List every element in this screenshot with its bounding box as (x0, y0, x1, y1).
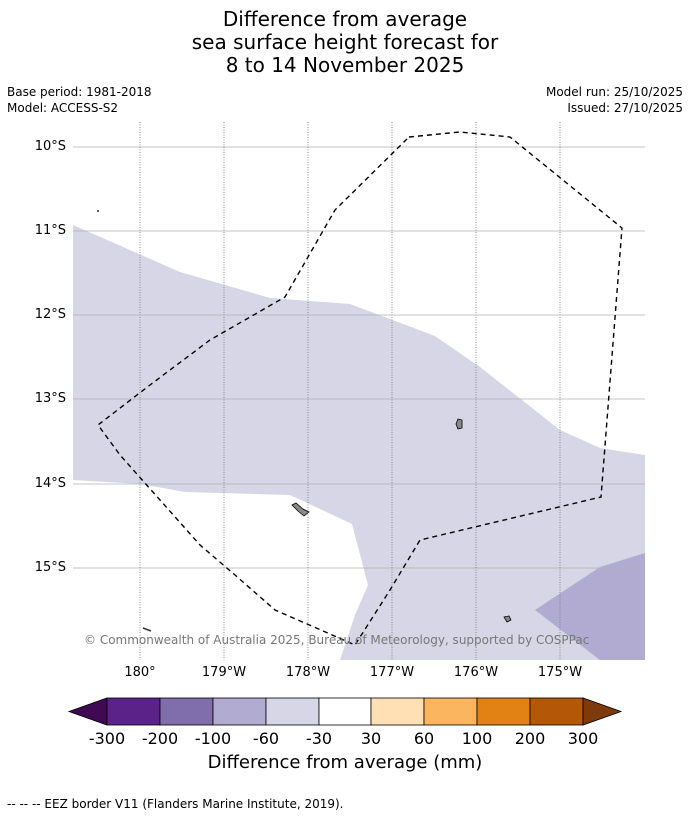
colorbar-arrow-left (67, 697, 108, 726)
lat-label-10s: 10°S (34, 139, 66, 154)
lat-gridlines (73, 146, 645, 569)
colorbar-title: Difference from average (mm) (207, 752, 483, 773)
colorbar-swatch-5 (318, 697, 372, 726)
colorbar-swatch-7 (423, 697, 478, 726)
colorbar-swatch-3 (212, 697, 267, 726)
island-tutuila-west (291, 502, 310, 517)
island-small-west (142, 627, 152, 632)
colorbar-tick-label: 60 (413, 729, 435, 748)
island-dot (97, 210, 99, 212)
colorbar-tick-label: -30 (305, 729, 333, 748)
meta-right: Model run: 25/10/2025 Issued: 27/10/2025 (546, 84, 683, 116)
lat-label-12s: 12°S (34, 307, 66, 322)
colorbar-tick-label: 30 (360, 729, 382, 748)
island-small-east (503, 615, 512, 623)
colorbar-swatch-9 (529, 697, 584, 726)
anomaly-region-medium (535, 553, 645, 660)
lon-gridlines (139, 122, 561, 660)
colorbar-swatch-1 (106, 697, 161, 726)
lon-label-176w: 176°W (453, 665, 499, 680)
lon-label-177w: 177°W (369, 665, 415, 680)
copyright-notice: © Commonwealth of Australia 2025, Bureau… (84, 633, 590, 647)
title-line-1: Difference from average (222, 7, 468, 31)
meta-left: Base period: 1981-2018 Model: ACCESS-S2 (7, 84, 152, 116)
colorbar-arrow-right (582, 697, 623, 726)
lon-label-175w: 175°W (537, 665, 583, 680)
lon-label-179w: 179°W (201, 665, 247, 680)
model-name: Model: ACCESS-S2 (7, 101, 119, 115)
model-run: Model run: 25/10/2025 (545, 85, 683, 99)
map (73, 122, 645, 660)
base-period: Base period: 1981-2018 (7, 85, 152, 99)
colorbar-tick-label: 300 (567, 729, 599, 748)
colorbar (67, 697, 623, 726)
chart-title: Difference from average sea surface heig… (0, 8, 690, 77)
issued-date: Issued: 27/10/2025 (567, 101, 683, 115)
lat-label-11s: 11°S (34, 223, 66, 238)
colorbar-swatch-4 (265, 697, 320, 726)
colorbar-tick-label: -300 (88, 729, 126, 748)
anomaly-region-light (73, 225, 645, 660)
colorbar-swatch-6 (370, 697, 425, 726)
lat-label-14s: 14°S (34, 476, 66, 491)
eez-border (97, 131, 623, 646)
island-swains (455, 418, 463, 430)
colorbar-tick-label: 200 (514, 729, 546, 748)
colorbar-swatch-8 (476, 697, 531, 726)
lat-label-15s: 15°S (34, 560, 66, 575)
title-line-3: 8 to 14 November 2025 (225, 53, 465, 77)
lat-label-13s: 13°S (34, 391, 66, 406)
colorbar-tick-label: -100 (194, 729, 232, 748)
eez-legend-note: -- -- -- EEZ border V11 (Flanders Marine… (7, 797, 344, 811)
colorbar-tick-label: 100 (461, 729, 493, 748)
lon-label-178w: 178°W (285, 665, 331, 680)
colorbar-swatch-2 (159, 697, 214, 726)
lon-label-180: 180° (124, 665, 156, 680)
title-line-2: sea surface height forecast for (191, 30, 499, 54)
colorbar-tick-label: -200 (141, 729, 179, 748)
colorbar-tick-label: -60 (252, 729, 280, 748)
